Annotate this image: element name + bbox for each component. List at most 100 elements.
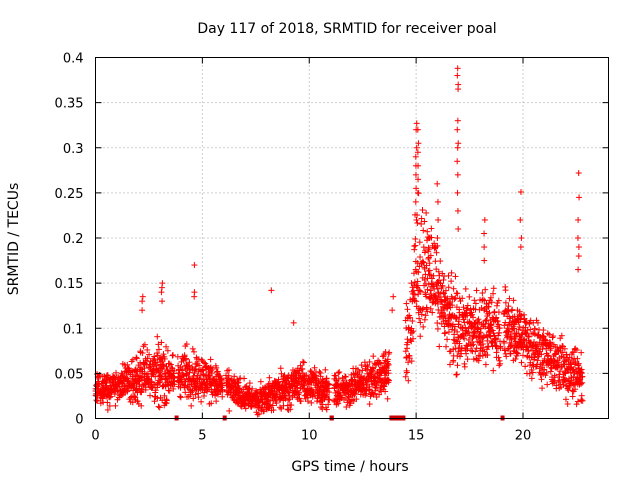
data-point [463, 305, 470, 312]
data-point [490, 285, 497, 292]
data-point [404, 345, 411, 352]
data-point [158, 289, 165, 296]
data-point [472, 300, 479, 307]
data-point [411, 291, 418, 298]
data-point [441, 330, 448, 337]
data-point [463, 350, 470, 357]
data-point [455, 86, 462, 93]
data-point [196, 375, 203, 382]
data-point [158, 284, 165, 291]
data-point [445, 284, 452, 291]
grid-lines [95, 57, 609, 419]
data-point [415, 269, 422, 276]
data-point [200, 359, 207, 366]
data-point [268, 287, 275, 294]
data-point [451, 323, 458, 330]
data-point [191, 293, 198, 300]
data-point [407, 314, 414, 321]
data-point [299, 358, 306, 365]
data-point [323, 391, 330, 398]
data-point [300, 359, 307, 366]
x-axis-label: GPS time / hours [291, 459, 408, 475]
data-point [317, 373, 324, 380]
data-point [481, 244, 488, 251]
data-point [412, 242, 419, 249]
data-point [377, 360, 384, 367]
x-tick-label: 5 [198, 429, 206, 444]
data-point [442, 287, 449, 294]
data-point [421, 316, 428, 323]
data-point [484, 352, 491, 359]
data-point [166, 387, 173, 394]
data-point [447, 298, 454, 305]
data-point [482, 361, 489, 368]
data-point [469, 311, 476, 318]
data-point [487, 294, 494, 301]
data-point [435, 268, 442, 275]
data-point [303, 372, 310, 379]
data-point [435, 216, 442, 223]
data-point [420, 227, 427, 234]
data-point [454, 352, 461, 359]
data-point [325, 396, 332, 403]
data-point [126, 396, 133, 403]
data-point [454, 171, 461, 178]
data-point [434, 300, 441, 307]
data-point [430, 283, 437, 290]
data-point [372, 390, 379, 397]
data-point [423, 293, 430, 300]
data-point [475, 333, 482, 340]
x-tick-label: 10 [301, 429, 318, 444]
data-point [479, 290, 486, 297]
data-point [364, 363, 371, 370]
y-tick-label: 0.1 [63, 322, 84, 337]
data-point [368, 368, 375, 375]
data-point [133, 355, 140, 362]
data-point [138, 374, 145, 381]
data-point [154, 333, 161, 340]
data-point [421, 218, 428, 225]
data-point [335, 369, 342, 376]
data-point [412, 198, 419, 205]
data-point [124, 361, 131, 368]
data-point [301, 373, 308, 380]
data-point [454, 290, 461, 297]
data-point [199, 367, 206, 374]
data-point [424, 286, 431, 293]
data-point [459, 325, 466, 332]
data-point [198, 398, 205, 405]
data-point [439, 282, 446, 289]
data-point [441, 306, 448, 313]
data-point [257, 378, 264, 385]
data-point [518, 359, 525, 366]
data-point [476, 339, 483, 346]
data-point [164, 347, 171, 354]
data-point [183, 355, 190, 362]
data-point [466, 332, 473, 339]
data-point [450, 285, 457, 292]
data-point [342, 373, 349, 380]
data-point [434, 319, 441, 326]
data-point [422, 312, 429, 319]
data-point [190, 395, 197, 402]
data-point [171, 381, 178, 388]
data-point [454, 328, 461, 335]
data-point [465, 336, 472, 343]
data-point [497, 360, 504, 367]
data-point [270, 406, 277, 413]
data-point [531, 325, 538, 332]
data-point [405, 359, 412, 366]
data-point [575, 266, 582, 273]
data-point [575, 216, 582, 223]
data-point [475, 316, 482, 323]
data-point [517, 244, 524, 251]
data-point [453, 314, 460, 321]
data-point [481, 216, 488, 223]
data-point [191, 348, 198, 355]
data-point [522, 363, 529, 370]
data-point [487, 333, 494, 340]
data-point [133, 386, 140, 393]
data-point [155, 403, 162, 410]
data-point [449, 302, 456, 309]
data-point [332, 372, 339, 379]
